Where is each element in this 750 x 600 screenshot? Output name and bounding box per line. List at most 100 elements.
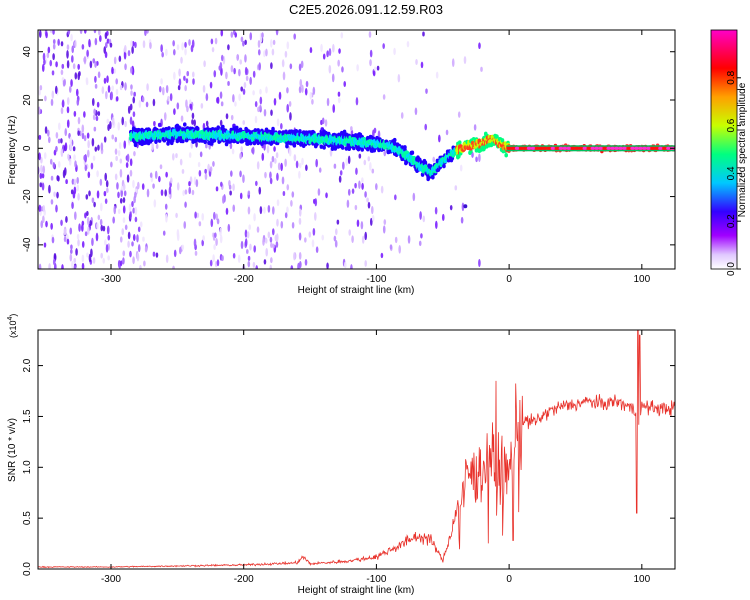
heatmap-cell: [258, 186, 262, 195]
heatmap-cell: [293, 154, 297, 162]
heatmap-cell: [115, 155, 118, 161]
heatmap-cell: [276, 218, 279, 227]
heatmap-cell: [129, 116, 133, 125]
heatmap-cell: [225, 113, 229, 120]
heatmap-cell: [300, 60, 304, 69]
heatmap-cell: [658, 146, 663, 150]
heatmap-cell: [152, 98, 156, 107]
heatmap-cell: [233, 67, 236, 75]
heatmap-cell: [570, 146, 576, 150]
heatmap-cell: [321, 234, 325, 241]
heatmap-cell: [288, 148, 292, 157]
heatmap-cell: [318, 167, 322, 173]
heatmap-cell: [355, 167, 358, 176]
heatmap-cell: [66, 97, 70, 106]
heatmap-cell: [173, 249, 177, 258]
heatmap-cell: [614, 146, 619, 150]
heatmap-cell: [354, 204, 358, 211]
heatmap-cell: [111, 66, 114, 75]
x-tick-label: -200: [234, 574, 254, 585]
heatmap-cell: [259, 96, 263, 105]
heatmap-cell: [397, 73, 401, 83]
heatmap-cell: [269, 264, 273, 269]
heatmap-cell: [188, 186, 192, 195]
heatmap-cell: [45, 31, 48, 39]
heatmap-cell: [212, 161, 215, 167]
heatmap-cell: [298, 63, 302, 71]
heatmap-cell: [77, 239, 80, 247]
x-tick-label: 0: [506, 274, 512, 285]
heatmap-cell: [42, 165, 46, 174]
heatmap-cell: [344, 146, 349, 151]
heatmap-cell: [610, 146, 615, 150]
heatmap-cell: [238, 93, 241, 101]
colorbar-tick-label: 0.0: [726, 262, 737, 276]
heatmap-cell: [52, 43, 56, 50]
heatmap-cell: [194, 211, 197, 219]
heatmap-cell: [346, 199, 350, 208]
heatmap-cell: [275, 241, 279, 248]
heatmap-cell: [105, 180, 109, 188]
heatmap-cell: [305, 80, 309, 88]
heatmap-cell: [87, 226, 90, 235]
heatmap-cell: [265, 86, 268, 94]
heatmap-cell: [225, 207, 229, 215]
heatmap-cell: [244, 66, 248, 76]
heatmap-cell: [74, 72, 78, 80]
heatmap-cell: [454, 185, 458, 191]
heatmap-cell: [328, 64, 332, 74]
heatmap-cell: [77, 63, 80, 70]
heatmap-cell: [92, 257, 96, 264]
heatmap-cell: [96, 222, 99, 230]
heatmap-cell: [121, 116, 125, 126]
heatmap-cell: [360, 221, 364, 230]
x-tick-label: 0: [506, 574, 512, 585]
heatmap-cell: [270, 140, 274, 145]
heatmap-cell: [100, 142, 104, 151]
heatmap-cell: [394, 194, 397, 201]
heatmap-cell: [662, 146, 667, 150]
heatmap-cell: [253, 128, 258, 133]
heatmap-cell: [126, 153, 130, 163]
heatmap-cell: [103, 77, 107, 84]
heatmap-cell: [60, 41, 64, 47]
heatmap-cell: [172, 40, 175, 47]
heatmap-cell: [160, 189, 164, 196]
heatmap-cell: [69, 136, 72, 145]
heatmap-cell: [522, 146, 528, 150]
heatmap-cell: [333, 146, 338, 151]
heatmap-cell: [478, 42, 481, 50]
heatmap-cell: [285, 144, 289, 149]
heatmap-cell: [115, 96, 119, 102]
heatmap-cell: [89, 60, 93, 69]
heatmap-cell: [248, 224, 252, 231]
heatmap-cell: [85, 194, 89, 200]
heatmap-cell: [184, 48, 187, 56]
heatmap-cell: [263, 259, 267, 265]
heatmap-cell: [286, 87, 289, 94]
heatmap-cell: [432, 156, 436, 163]
heatmap-cell: [158, 175, 161, 183]
heatmap-cell: [369, 217, 373, 226]
heatmap-cell: [360, 147, 365, 152]
heatmap-cell: [274, 158, 277, 164]
heatmap-cell: [94, 83, 98, 89]
heatmap-cell: [398, 245, 401, 254]
heatmap-cell: [169, 177, 173, 184]
heatmap-cell: [265, 247, 268, 257]
heatmap-cell: [114, 136, 118, 143]
heatmap-cell: [654, 146, 659, 150]
snr-multiplier-close: ): [8, 314, 18, 317]
heatmap-cell: [574, 146, 579, 150]
heatmap-cell: [343, 80, 347, 88]
heatmap-cell: [216, 96, 220, 104]
heatmap-cell: [264, 237, 268, 244]
heatmap-cell: [370, 205, 374, 215]
heatmap-cell: [480, 66, 483, 72]
heatmap-cell: [98, 30, 101, 36]
heatmap-cell: [167, 126, 171, 131]
heatmap-cell: [89, 220, 93, 226]
heatmap-cell: [104, 239, 107, 246]
heatmap-cell: [95, 232, 99, 242]
heatmap-cell: [200, 102, 204, 109]
